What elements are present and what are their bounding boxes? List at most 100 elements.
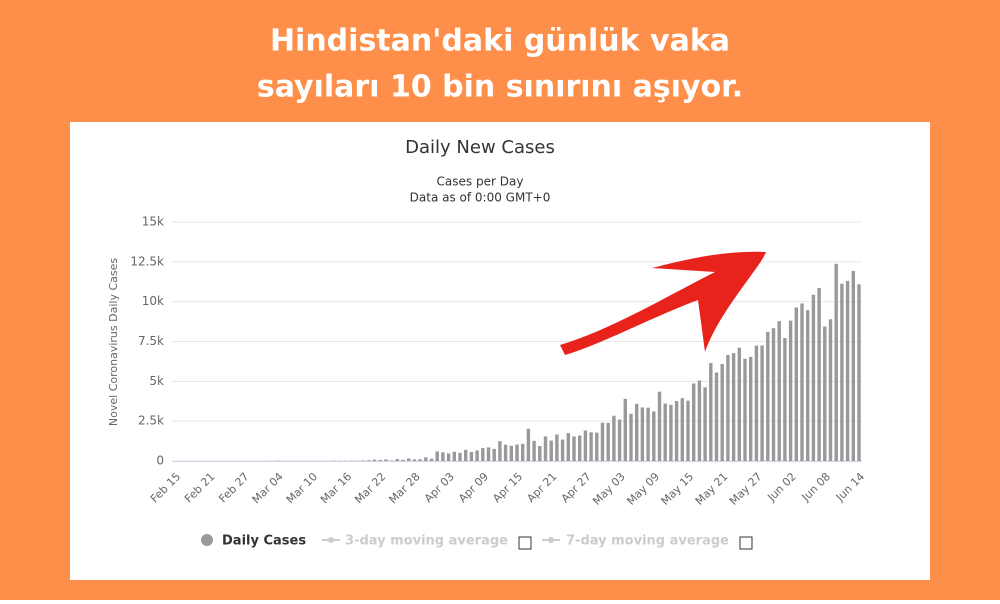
bar: [624, 399, 627, 461]
y-tick-label: 10k: [142, 294, 164, 308]
bar: [732, 353, 735, 461]
bar: [669, 405, 672, 461]
headline: sayıları 10 bin sınırını aşıyor.: [257, 70, 743, 105]
bar: [532, 441, 535, 461]
bar: [749, 357, 752, 461]
bar: [658, 392, 661, 461]
bar: [800, 303, 803, 461]
bar: [470, 452, 473, 461]
bar: [601, 423, 604, 461]
bar: [407, 458, 410, 461]
y-tick-label: 0: [156, 454, 164, 468]
bar: [721, 364, 724, 461]
bar: [561, 440, 564, 461]
legend-marker[interactable]: [548, 537, 554, 543]
legend-marker[interactable]: [328, 537, 334, 543]
bar: [760, 345, 763, 461]
bar: [629, 414, 632, 461]
bar: [675, 401, 678, 461]
bar: [852, 271, 855, 461]
bar: [567, 433, 570, 461]
subtitle: Data as of 0:00 GMT+0: [410, 191, 551, 205]
bar: [846, 281, 849, 461]
bar: [823, 326, 826, 461]
bar: [578, 436, 581, 461]
bar: [835, 264, 838, 461]
bar: [726, 355, 729, 461]
y-axis-label: Novel Coronavirus Daily Cases: [107, 258, 120, 426]
y-tick-label: 7.5k: [138, 334, 164, 348]
y-tick-label: 2.5k: [138, 414, 164, 428]
checkbox[interactable]: [740, 537, 752, 549]
bar: [441, 452, 444, 461]
bar: [373, 460, 376, 461]
y-tick-label: 5k: [149, 374, 164, 388]
bar: [384, 459, 387, 461]
bar: [709, 363, 712, 461]
bar: [766, 332, 769, 461]
bar: [572, 436, 575, 461]
bar: [550, 441, 553, 461]
bar: [413, 459, 416, 461]
bar: [510, 446, 513, 461]
bar: [527, 429, 530, 461]
chart-title: Daily New Cases: [405, 137, 555, 158]
legend-label[interactable]: Daily Cases: [222, 534, 306, 549]
bar: [783, 338, 786, 461]
bar: [795, 308, 798, 461]
bar: [738, 348, 741, 461]
bar: [367, 460, 370, 461]
bar: [447, 453, 450, 461]
bar: [521, 444, 524, 461]
bar: [379, 460, 382, 461]
bar: [698, 381, 701, 461]
bar: [789, 321, 792, 461]
bar: [703, 387, 706, 461]
checkbox[interactable]: [519, 537, 531, 549]
bar: [418, 459, 421, 461]
bar: [812, 295, 815, 461]
bar: [686, 401, 689, 461]
bar: [584, 431, 587, 461]
bar: [778, 321, 781, 461]
legend-marker[interactable]: [201, 534, 213, 546]
subtitle: Cases per Day: [437, 175, 524, 189]
bar: [829, 319, 832, 461]
bar: [857, 284, 860, 461]
bar: [493, 449, 496, 461]
bar: [475, 450, 478, 461]
bar: [390, 460, 393, 461]
bar: [453, 452, 456, 461]
legend-label[interactable]: 7-day moving average: [566, 534, 729, 549]
bar: [515, 445, 518, 461]
bar: [646, 408, 649, 461]
bar: [538, 446, 541, 461]
bar: [589, 432, 592, 461]
bar: [555, 435, 558, 461]
bar: [481, 448, 484, 461]
bar: [430, 459, 433, 461]
bar: [652, 411, 655, 461]
bar: [544, 436, 547, 461]
bar: [396, 459, 399, 461]
bar: [681, 398, 684, 461]
bar: [840, 284, 843, 461]
bar: [772, 328, 775, 461]
bar: [806, 310, 809, 461]
bar: [817, 288, 820, 461]
bar: [498, 441, 501, 461]
bar: [458, 453, 461, 461]
bar: [664, 404, 667, 461]
y-tick-label: 15k: [142, 215, 164, 229]
bar: [401, 460, 404, 461]
legend-label[interactable]: 3-day moving average: [345, 534, 508, 549]
bar: [487, 447, 490, 461]
bar: [595, 433, 598, 461]
bar: [464, 450, 467, 461]
bar: [715, 373, 718, 461]
bar: [635, 404, 638, 461]
bar: [692, 384, 695, 461]
bar: [424, 457, 427, 461]
bar: [504, 445, 507, 461]
